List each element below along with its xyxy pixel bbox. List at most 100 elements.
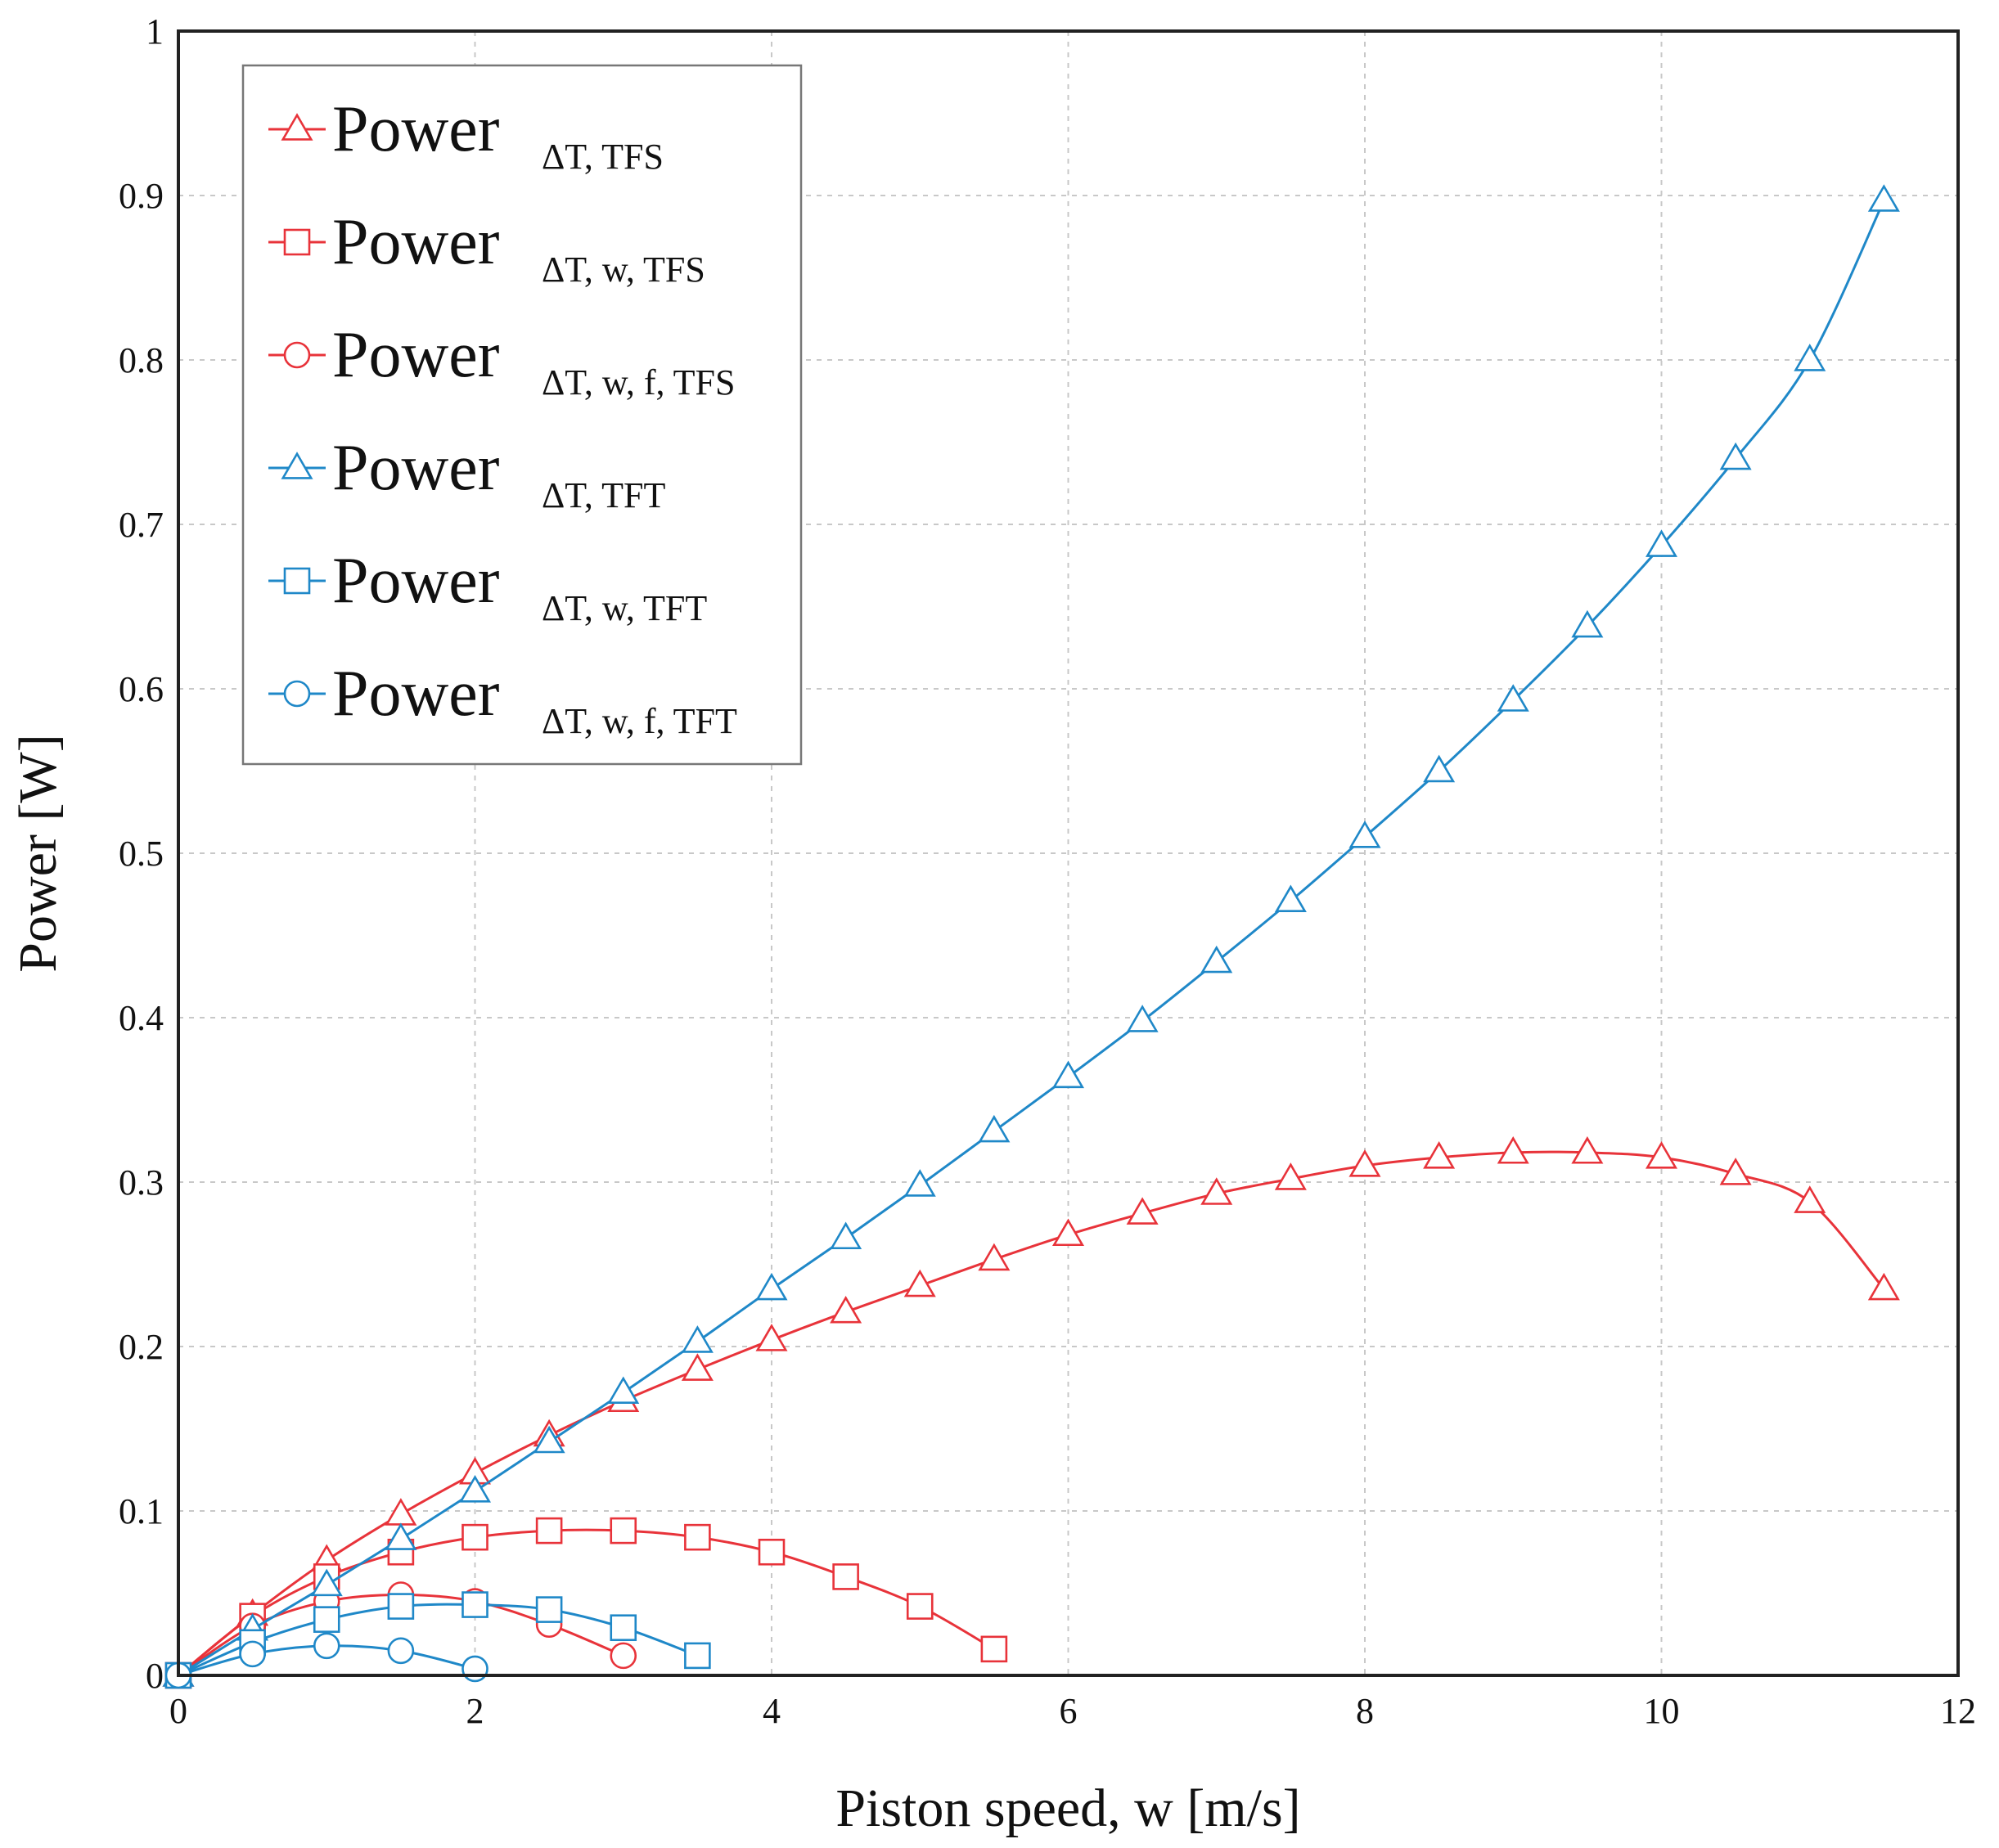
data-point-square bbox=[684, 1642, 711, 1670]
data-point-square bbox=[758, 1538, 786, 1566]
data-point-square bbox=[980, 1635, 1008, 1663]
data-point-triangle bbox=[903, 1169, 936, 1197]
data-point-circle bbox=[461, 1655, 488, 1683]
data-point-triangle bbox=[830, 1295, 862, 1324]
x-tick-label: 4 bbox=[763, 1691, 781, 1731]
data-point-triangle bbox=[1423, 1141, 1456, 1169]
data-point-triangle bbox=[1200, 945, 1233, 973]
data-point-square bbox=[610, 1614, 637, 1642]
x-tick-label: 0 bbox=[169, 1691, 187, 1731]
legend-label: Power bbox=[332, 545, 499, 617]
legend-box bbox=[241, 64, 803, 766]
data-point-triangle bbox=[1126, 1005, 1159, 1032]
data-point-triangle bbox=[681, 1325, 714, 1353]
data-point-triangle bbox=[1423, 754, 1456, 783]
legend-label: Power bbox=[332, 206, 499, 278]
data-point-square bbox=[906, 1593, 934, 1620]
y-tick-label: 0.9 bbox=[119, 176, 164, 216]
data-point-triangle bbox=[1571, 1135, 1604, 1164]
data-point-triangle bbox=[978, 1114, 1011, 1143]
legend-item: Power ΔT, w, f, TFS bbox=[268, 319, 736, 402]
y-tick-label: 0.2 bbox=[119, 1327, 164, 1367]
legend-marker-square bbox=[283, 567, 311, 595]
data-point-triangle bbox=[1645, 529, 1678, 557]
data-point-triangle bbox=[1126, 1197, 1159, 1225]
legend-item: Power ΔT, w, TFS bbox=[268, 206, 705, 290]
legend-label-subscript: ΔT, w, TFS bbox=[542, 250, 705, 290]
data-point-triangle bbox=[1497, 684, 1529, 712]
legend-item: Power ΔT, w, TFT bbox=[268, 545, 707, 628]
x-tick-label: 10 bbox=[1644, 1691, 1680, 1731]
plot-frame bbox=[177, 29, 1960, 1677]
data-point-circle bbox=[387, 1637, 415, 1665]
legend-label-subscript: ΔT, TFS bbox=[542, 137, 664, 177]
data-point-square bbox=[461, 1523, 488, 1551]
legend-item: Power ΔT, TFS bbox=[268, 93, 664, 177]
legend-marker-circle bbox=[283, 341, 311, 369]
y-tick-label: 0.3 bbox=[119, 1162, 164, 1203]
data-point-triangle bbox=[607, 1376, 640, 1404]
x-axis-title: Piston speed, w [m/s] bbox=[835, 1778, 1300, 1838]
x-tick-label: 6 bbox=[1060, 1691, 1078, 1731]
y-tick-label: 0.5 bbox=[119, 834, 164, 874]
data-point-triangle bbox=[1719, 442, 1752, 470]
data-point-square bbox=[535, 1596, 563, 1623]
x-tick-label: 2 bbox=[466, 1691, 484, 1731]
data-point-triangle bbox=[1571, 609, 1604, 638]
y-tick-label: 0.7 bbox=[119, 505, 164, 545]
data-point-triangle bbox=[1051, 1060, 1085, 1089]
data-point-triangle bbox=[1348, 821, 1381, 848]
legend-marker-triangle bbox=[281, 113, 313, 141]
series-4 bbox=[162, 184, 1900, 1687]
series-layer bbox=[162, 184, 1900, 1689]
data-point-triangle bbox=[830, 1221, 862, 1250]
data-point-triangle bbox=[1348, 1149, 1381, 1177]
data-point-triangle bbox=[458, 1475, 492, 1503]
series-6 bbox=[164, 1632, 488, 1689]
series-line bbox=[178, 1150, 1885, 1677]
y-tick-label: 0.4 bbox=[119, 998, 164, 1038]
data-point-triangle bbox=[1794, 1185, 1826, 1213]
legend-item: Power ΔT, w, f, TFT bbox=[268, 658, 737, 741]
data-point-square bbox=[387, 1593, 415, 1620]
legend-label-subscript: ΔT, w, TFT bbox=[542, 588, 707, 628]
legend: Power ΔT, TFS Power ΔT, w, TFS Power ΔT, w, f… bbox=[241, 64, 803, 766]
data-point-triangle bbox=[310, 1568, 343, 1597]
data-point-triangle bbox=[385, 1522, 417, 1550]
legend-label: Power bbox=[332, 93, 499, 165]
data-point-circle bbox=[610, 1642, 637, 1670]
data-point-triangle bbox=[1867, 1272, 1900, 1301]
data-point-circle bbox=[239, 1640, 266, 1668]
data-point-triangle bbox=[1867, 184, 1900, 212]
y-axis-title: Power [W] bbox=[8, 734, 68, 972]
tick-labels: 0 2 4 6 8 10 12 0 0.1 0.2 0.3 0.4 0.5 0.6 0.7 0.8 0.9 1 bbox=[119, 11, 1976, 1731]
data-point-triangle bbox=[1645, 1141, 1678, 1169]
data-point-square bbox=[535, 1517, 563, 1544]
x-tick-label: 8 bbox=[1356, 1691, 1374, 1731]
legend-label-subscript: ΔT, w, f, TFT bbox=[542, 701, 737, 741]
data-point-triangle bbox=[903, 1269, 936, 1297]
data-point-triangle bbox=[533, 1425, 565, 1454]
y-tick-label: 0.8 bbox=[119, 340, 164, 380]
legend-marker-square bbox=[283, 228, 311, 256]
legend-item: Power ΔT, TFT bbox=[268, 432, 665, 515]
x-tick-label: 12 bbox=[1940, 1691, 1976, 1731]
legend-label: Power bbox=[332, 319, 499, 391]
y-tick-label: 0.1 bbox=[119, 1491, 164, 1531]
data-point-square bbox=[610, 1517, 637, 1544]
data-point-triangle bbox=[978, 1243, 1011, 1271]
data-point-triangle bbox=[1497, 1135, 1529, 1164]
data-point-triangle bbox=[1274, 1162, 1307, 1190]
data-point-square bbox=[684, 1523, 711, 1551]
data-point-square bbox=[461, 1591, 488, 1618]
data-point-triangle bbox=[1051, 1218, 1085, 1247]
y-tick-label: 1 bbox=[146, 11, 164, 52]
data-point-triangle bbox=[1794, 344, 1826, 371]
legend-label-subscript: ΔT, w, f, TFS bbox=[542, 362, 736, 402]
y-tick-label: 0.6 bbox=[119, 669, 164, 709]
legend-marker-circle bbox=[283, 680, 311, 708]
data-point-square bbox=[832, 1563, 859, 1590]
y-tick-label: 0 bbox=[146, 1656, 164, 1696]
data-point-triangle bbox=[681, 1353, 714, 1381]
